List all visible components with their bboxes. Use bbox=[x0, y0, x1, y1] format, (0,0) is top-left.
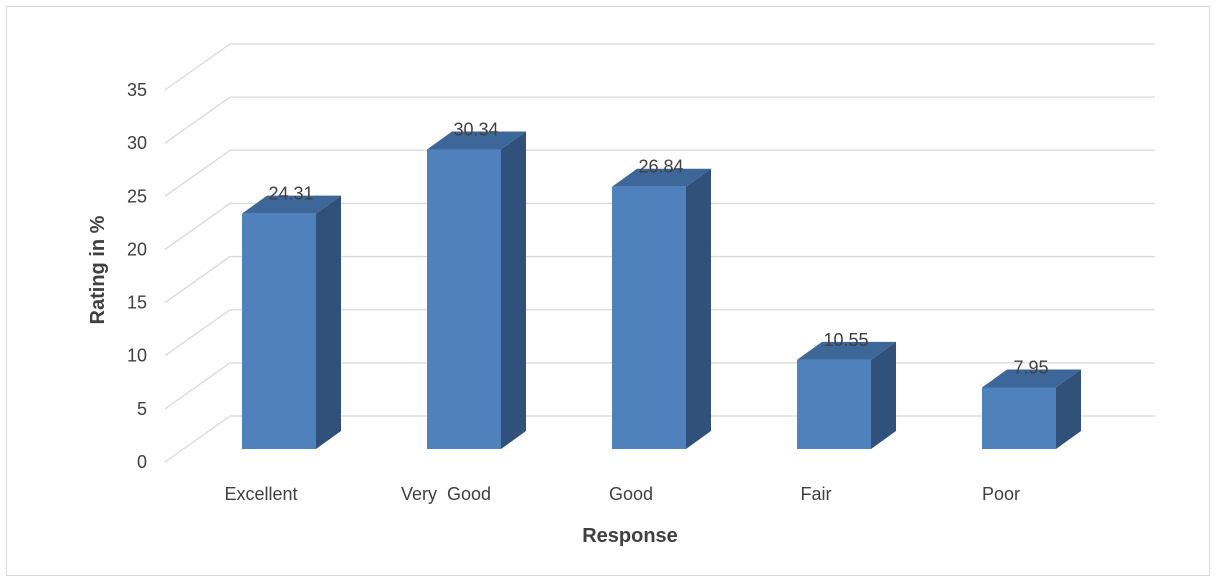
bar bbox=[242, 195, 341, 449]
bar-front bbox=[427, 149, 501, 449]
y-axis-tick-labels: 0 5 10 15 20 25 30 35 bbox=[127, 80, 147, 472]
x-axis-title: Response bbox=[582, 525, 678, 547]
x-tick-label: Good bbox=[609, 484, 653, 504]
chart-frame bbox=[6, 6, 1210, 576]
bar bbox=[797, 341, 896, 449]
y-tick-label: 15 bbox=[127, 293, 147, 313]
x-axis-tick-labels: Excellent Very Good Good Fair Poor bbox=[224, 484, 1020, 504]
bar-side bbox=[871, 341, 896, 449]
y-tick-label: 0 bbox=[137, 452, 147, 472]
bar-top bbox=[427, 131, 526, 150]
y-tick-label: 35 bbox=[127, 80, 147, 100]
gridline bbox=[164, 96, 1155, 144]
bar-front bbox=[242, 213, 316, 449]
bar-top bbox=[242, 195, 341, 214]
data-label: 26.84 bbox=[638, 157, 683, 177]
bar-side bbox=[501, 131, 526, 449]
data-label: 30.34 bbox=[453, 120, 498, 140]
y-axis-title: Rating in % bbox=[87, 215, 109, 324]
x-tick-label: Excellent bbox=[224, 484, 297, 504]
bar-front bbox=[797, 359, 871, 449]
bar-front bbox=[612, 186, 686, 450]
bar-side bbox=[686, 168, 711, 450]
bar-top bbox=[612, 168, 711, 187]
data-label: 24.31 bbox=[268, 184, 313, 204]
bar-front bbox=[982, 387, 1056, 449]
data-label: 10.55 bbox=[823, 330, 868, 350]
x-tick-label: Fair bbox=[801, 484, 832, 504]
y-tick-label: 20 bbox=[127, 239, 147, 259]
bar-side bbox=[316, 195, 341, 449]
gridline bbox=[164, 309, 1155, 357]
bar-top bbox=[982, 369, 1081, 388]
gridline bbox=[164, 202, 1155, 250]
x-tick-label: Very Good bbox=[401, 484, 491, 504]
gridline bbox=[164, 255, 1155, 304]
gridline bbox=[164, 149, 1155, 197]
y-tick-label: 30 bbox=[127, 133, 147, 153]
y-tick-label: 25 bbox=[127, 186, 147, 206]
bar-side bbox=[1056, 369, 1081, 449]
x-tick-label: Poor bbox=[982, 484, 1020, 504]
bars: 24.31 30.34 26.84 10.55 7.95 bbox=[242, 120, 1081, 450]
bar bbox=[982, 369, 1081, 449]
bar-top bbox=[797, 341, 896, 360]
y-tick-label: 5 bbox=[137, 399, 147, 419]
gridline bbox=[164, 43, 1155, 91]
data-label: 7.95 bbox=[1013, 358, 1048, 378]
y-tick-label: 10 bbox=[127, 346, 147, 366]
bar bbox=[427, 131, 526, 449]
bar bbox=[612, 168, 711, 450]
